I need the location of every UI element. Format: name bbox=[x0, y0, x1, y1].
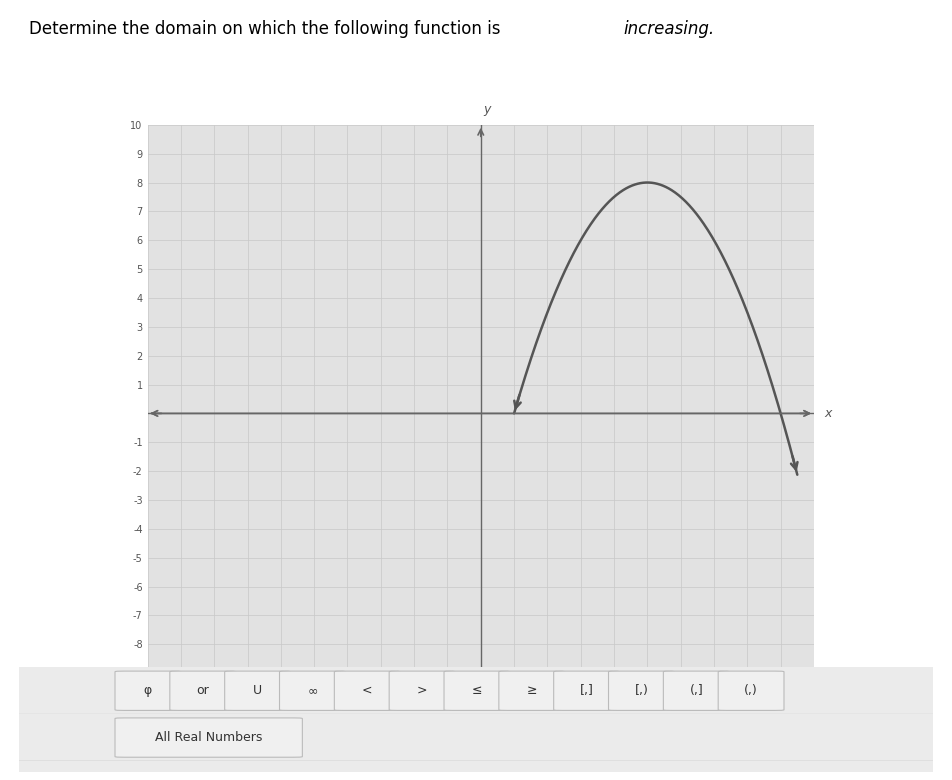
Text: [,]: [,] bbox=[580, 684, 593, 697]
FancyBboxPatch shape bbox=[554, 671, 620, 711]
FancyBboxPatch shape bbox=[10, 666, 942, 714]
Text: All Real Numbers: All Real Numbers bbox=[155, 731, 263, 743]
FancyBboxPatch shape bbox=[225, 671, 290, 711]
FancyBboxPatch shape bbox=[864, 711, 922, 745]
FancyBboxPatch shape bbox=[334, 671, 400, 711]
Text: >: > bbox=[417, 684, 427, 697]
FancyBboxPatch shape bbox=[115, 718, 303, 757]
FancyBboxPatch shape bbox=[718, 671, 784, 711]
FancyBboxPatch shape bbox=[169, 671, 236, 711]
FancyBboxPatch shape bbox=[499, 671, 565, 711]
Text: U: U bbox=[253, 684, 262, 697]
FancyBboxPatch shape bbox=[115, 671, 181, 711]
Text: ⌨: ⌨ bbox=[790, 718, 810, 732]
Text: or: or bbox=[196, 684, 209, 697]
FancyBboxPatch shape bbox=[389, 671, 455, 711]
Text: ≥: ≥ bbox=[526, 684, 537, 697]
Text: ≤: ≤ bbox=[471, 684, 482, 697]
Text: increasing.: increasing. bbox=[624, 20, 715, 37]
Text: φ: φ bbox=[144, 684, 152, 697]
Text: x: x bbox=[824, 407, 831, 420]
Text: Determine the domain on which the following function is: Determine the domain on which the follow… bbox=[29, 20, 506, 37]
Text: −: − bbox=[886, 719, 901, 737]
Text: Answer:: Answer: bbox=[55, 720, 117, 735]
Text: +: + bbox=[841, 719, 855, 737]
FancyBboxPatch shape bbox=[1, 704, 951, 774]
FancyBboxPatch shape bbox=[558, 712, 732, 750]
Text: (,): (,) bbox=[744, 684, 758, 697]
Text: Submit Answer: Submit Answer bbox=[592, 725, 698, 738]
FancyBboxPatch shape bbox=[444, 671, 510, 711]
FancyBboxPatch shape bbox=[664, 671, 729, 711]
Text: <: < bbox=[362, 684, 372, 697]
FancyBboxPatch shape bbox=[819, 711, 877, 745]
FancyBboxPatch shape bbox=[280, 671, 346, 711]
FancyBboxPatch shape bbox=[608, 671, 674, 711]
Text: ∞: ∞ bbox=[307, 684, 318, 697]
Text: y: y bbox=[484, 103, 491, 116]
FancyBboxPatch shape bbox=[115, 713, 563, 746]
Text: (,]: (,] bbox=[689, 684, 704, 697]
Text: [,): [,) bbox=[634, 684, 648, 697]
FancyBboxPatch shape bbox=[10, 713, 942, 761]
